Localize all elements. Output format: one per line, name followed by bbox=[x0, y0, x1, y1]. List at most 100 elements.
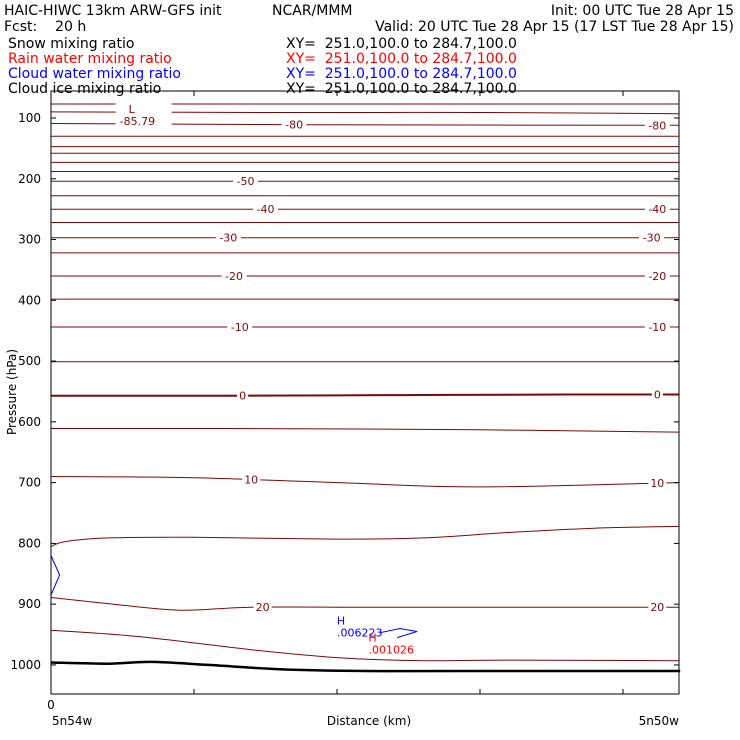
contour-label: -80 bbox=[648, 119, 666, 132]
temp-contour-line bbox=[51, 597, 679, 611]
temp-contour-m40: -40 -40 bbox=[51, 203, 679, 216]
extremum-value: .006223 bbox=[337, 627, 383, 640]
terrain-line bbox=[50, 660, 681, 673]
temp-contour-line bbox=[51, 525, 679, 547]
extremum-h: H.001026 bbox=[368, 632, 414, 657]
extremum-bg bbox=[115, 101, 172, 128]
contour-label: -40 bbox=[257, 203, 275, 216]
field-name-cloud-water: Cloud water mixing ratio bbox=[8, 66, 181, 82]
cloud-water-contour bbox=[379, 627, 418, 639]
extremum-letter: H bbox=[368, 632, 376, 645]
temp-contour-line bbox=[51, 629, 679, 662]
y-tick-label: 800 bbox=[18, 536, 41, 550]
y-tick-label: 200 bbox=[18, 172, 41, 186]
contour-label-bg bbox=[232, 175, 258, 188]
field-name-rain: Rain water mixing ratio bbox=[8, 51, 172, 67]
extremum-letter: L bbox=[129, 103, 136, 116]
contour-label-bg bbox=[644, 321, 670, 334]
temp-contour-line bbox=[51, 476, 679, 488]
contour-label: -30 bbox=[219, 232, 237, 245]
contour-label-bg bbox=[644, 270, 670, 283]
temp-contour-line bbox=[51, 393, 679, 397]
contour-label-bg bbox=[227, 321, 253, 334]
temp-contour-10: 10 10 bbox=[51, 473, 679, 490]
contour-label: 10 bbox=[650, 477, 664, 490]
plot-frame bbox=[50, 90, 680, 695]
temp-contour-m50: -50 bbox=[51, 175, 679, 188]
start-location-label: 5n54w bbox=[52, 714, 93, 728]
y-tick-label: 900 bbox=[18, 597, 41, 611]
field-name-cloud-ice: Cloud ice mixing ratio bbox=[8, 81, 161, 97]
y-tick-label: 400 bbox=[18, 293, 41, 307]
contour-label: -10 bbox=[648, 321, 666, 334]
extremum-h: H.006223 bbox=[337, 615, 383, 640]
temp-contour-m10: -10 -10 bbox=[51, 321, 679, 334]
field-xy-cloud-ice: XY= 251.0,100.0 to 284.7,100.0 bbox=[286, 81, 517, 97]
y-axis-title: Pressure (hPa) bbox=[5, 349, 19, 435]
field-xy-cloud-water: XY= 251.0,100.0 to 284.7,100.0 bbox=[286, 66, 517, 82]
contour-label: -30 bbox=[643, 232, 661, 245]
contour-label-bg bbox=[242, 473, 261, 486]
y-tick-label: 700 bbox=[18, 476, 41, 490]
contour-label: 0 bbox=[654, 389, 661, 402]
contour-label-bg bbox=[253, 203, 278, 216]
title-left: HAIC-HIWC 13km ARW-GFS init bbox=[4, 3, 222, 19]
temp-contour-15 bbox=[51, 525, 679, 547]
temp-contour-m30: -30 -30 bbox=[51, 231, 679, 245]
x-tick-label: 0 bbox=[47, 698, 55, 712]
contour-label: 10 bbox=[244, 474, 258, 487]
extremum-letter: H bbox=[337, 615, 345, 628]
contour-label-bg bbox=[648, 477, 667, 490]
temp-contour-20: 20 20 bbox=[51, 597, 679, 614]
y-tick-label: 1000 bbox=[10, 658, 41, 672]
contour-label: 0 bbox=[239, 390, 246, 403]
contour-label-bg bbox=[237, 389, 249, 402]
temp-contour-25 bbox=[51, 629, 679, 662]
field-xy-rain: XY= 251.0,100.0 to 284.7,100.0 bbox=[286, 51, 517, 67]
extremum-value: .001026 bbox=[368, 644, 414, 657]
contour-label: -20 bbox=[225, 270, 243, 283]
title-mid: NCAR/MMM bbox=[272, 3, 353, 19]
x-axis-title: Distance (km) bbox=[327, 714, 411, 728]
forecast-hour: Fcst: 20 h bbox=[4, 19, 86, 35]
y-tick-label: 300 bbox=[18, 233, 41, 247]
y-tick-label: 100 bbox=[18, 111, 41, 125]
valid-time: Valid: 20 UTC Tue 28 Apr 15 (17 LST Tue … bbox=[375, 19, 734, 35]
contour-label: 20 bbox=[256, 601, 270, 614]
temperature-contours: -80 -80-50-40 -40-30 -30-20 -20-10 -100 010 102… bbox=[51, 103, 679, 662]
extremum-value: -85.79 bbox=[120, 115, 155, 128]
contour-label: -40 bbox=[648, 203, 666, 216]
y-tick-label: 500 bbox=[18, 354, 41, 368]
temp-contour-5 bbox=[51, 427, 679, 433]
contour-label: -80 bbox=[285, 119, 303, 132]
field-xy-snow: XY= 251.0,100.0 to 284.7,100.0 bbox=[286, 36, 517, 52]
end-location-label: 5n50w bbox=[639, 714, 680, 728]
contour-label-bg bbox=[648, 601, 667, 614]
contour-label-bg bbox=[644, 119, 670, 132]
terrain-layer bbox=[50, 660, 681, 673]
contour-label: -50 bbox=[236, 175, 254, 188]
contour-label: -10 bbox=[231, 321, 249, 334]
y-tick-label: 600 bbox=[18, 415, 41, 429]
contour-label-bg bbox=[221, 270, 247, 283]
contour-label-bg bbox=[644, 203, 670, 216]
temp-contour-m20: -20 -20 bbox=[51, 270, 679, 283]
contour-label-bg bbox=[651, 388, 663, 401]
contour-label-bg bbox=[281, 118, 307, 131]
contour-label-bg bbox=[253, 601, 272, 614]
contour-label: -20 bbox=[648, 270, 666, 283]
cloud-water-contour bbox=[50, 555, 61, 596]
temp-contour-line bbox=[51, 427, 679, 433]
contour-label-bg bbox=[215, 231, 241, 244]
contour-label-bg bbox=[639, 231, 665, 244]
init-time: Init: 00 UTC Tue 28 Apr 15 bbox=[551, 3, 734, 19]
x-axis: 0 bbox=[47, 91, 624, 712]
field-name-snow: Snow mixing ratio bbox=[8, 36, 134, 52]
cloud-water-layer bbox=[50, 555, 418, 639]
extremum-l: L-85.79 bbox=[115, 101, 172, 128]
contour-label: 20 bbox=[650, 601, 664, 614]
